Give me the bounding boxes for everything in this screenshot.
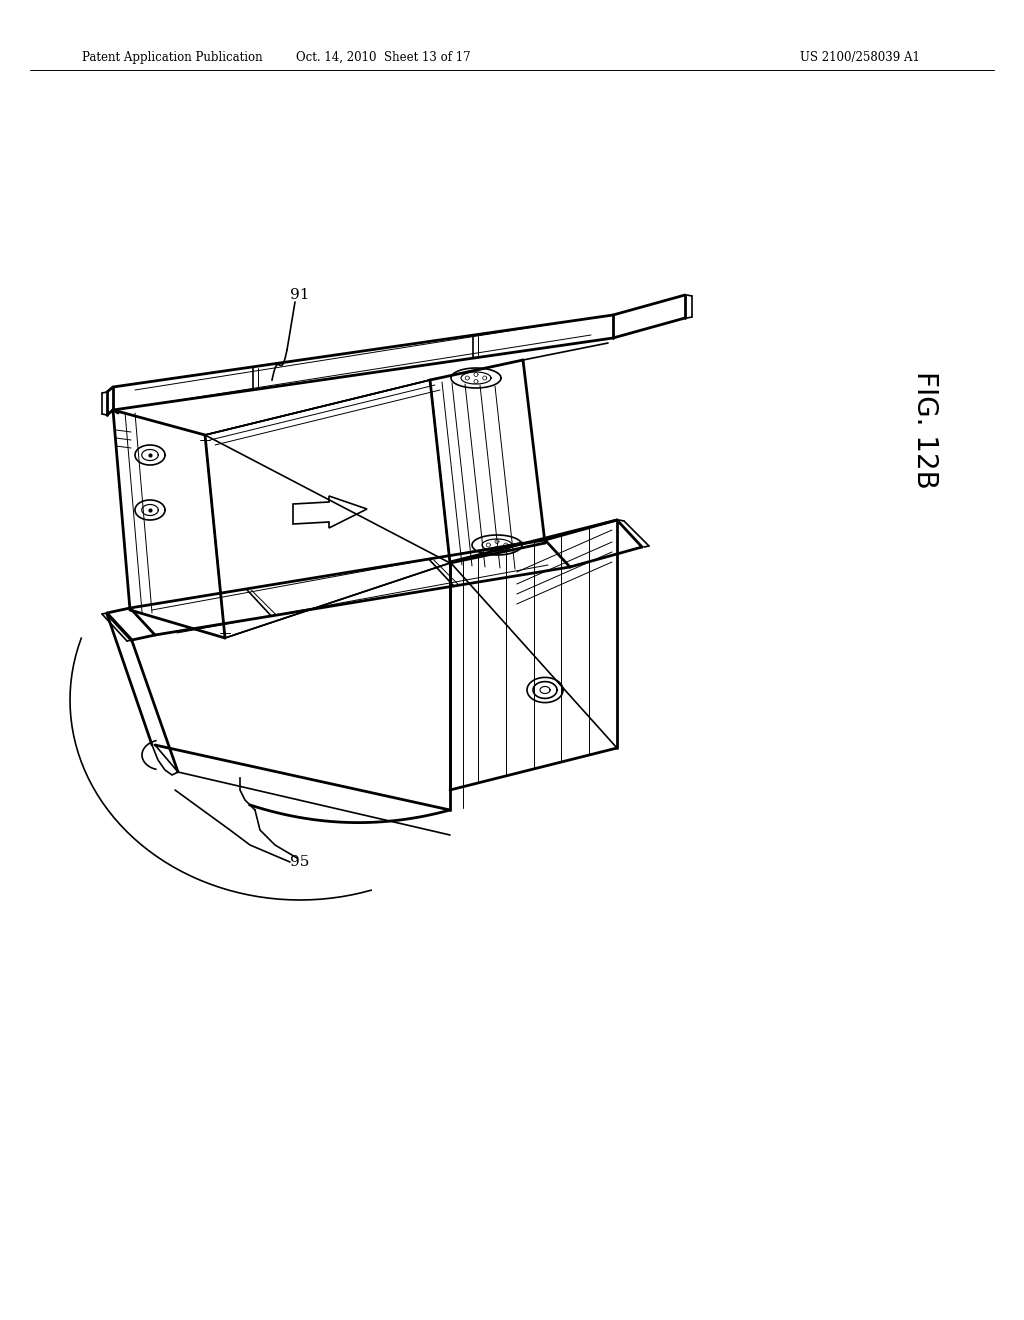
Text: US 2100/258039 A1: US 2100/258039 A1 — [800, 50, 920, 63]
Text: Oct. 14, 2010  Sheet 13 of 17: Oct. 14, 2010 Sheet 13 of 17 — [296, 50, 470, 63]
Text: FIG. 12B: FIG. 12B — [911, 371, 939, 488]
Text: 95: 95 — [291, 855, 309, 869]
Text: 91: 91 — [290, 288, 309, 302]
Text: Patent Application Publication: Patent Application Publication — [82, 50, 262, 63]
